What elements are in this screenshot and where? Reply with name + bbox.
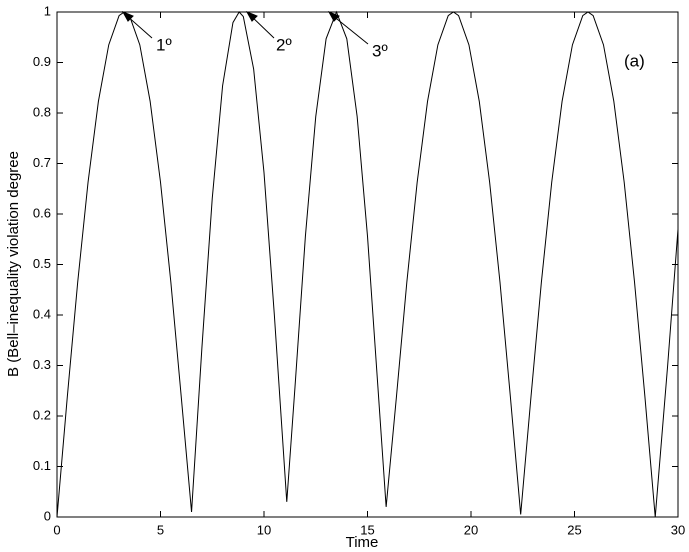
data-line (56, 10, 679, 518)
annotation: 2º (276, 35, 292, 54)
y-tick-label: 0.9 (33, 54, 51, 69)
x-tick-label: 5 (157, 522, 164, 537)
x-tick-label: 0 (53, 522, 60, 537)
x-tick-label: 10 (257, 522, 271, 537)
annotation: (a) (624, 51, 645, 70)
y-tick-label: 0.6 (33, 205, 51, 220)
annotation: 1º (156, 35, 172, 54)
y-tick-label: 0.1 (33, 458, 51, 473)
x-axis-label: Time (346, 534, 379, 551)
y-tick-label: 1 (44, 3, 51, 18)
y-tick-label: 0.8 (33, 104, 51, 119)
y-tick-label: 0.2 (33, 407, 51, 422)
y-tick-label: 0.3 (33, 357, 51, 372)
annotation: 3º (372, 41, 388, 60)
plot-frame (56, 11, 679, 518)
y-tick-label: 0.4 (33, 306, 51, 321)
y-axis-label: B (Bell–inequality violation degree (5, 151, 22, 377)
x-tick-label: 30 (671, 522, 685, 537)
y-tick-label: 0.5 (33, 256, 51, 271)
x-tick-label: 15 (360, 522, 374, 537)
x-tick-label: 25 (567, 522, 581, 537)
x-tick-label: 20 (464, 522, 478, 537)
y-tick-label: 0.7 (33, 155, 51, 170)
y-tick-label: 0 (44, 508, 51, 523)
